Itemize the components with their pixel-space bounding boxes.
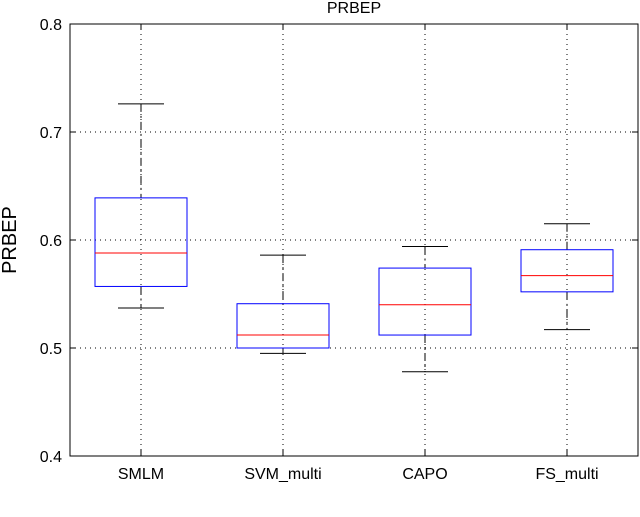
y-axis-ticks: 0.4 0.5 0.6 0.7 0.8 — [40, 17, 638, 466]
x-tick-label: SVM_multi — [244, 466, 321, 483]
grid-lines — [70, 24, 638, 456]
interquartile-box — [520, 249, 614, 293]
box-series — [94, 103, 614, 373]
y-tick-label: 0.4 — [40, 449, 62, 466]
interquartile-box — [94, 197, 188, 287]
x-axis-ticks: SMLM SVM_multi CAPO FS_multi — [118, 24, 599, 483]
box-capo — [378, 245, 472, 373]
y-tick-label: 0.8 — [40, 17, 62, 34]
interquartile-box — [378, 267, 472, 336]
box-svm-multi — [236, 254, 330, 354]
x-tick-label: CAPO — [402, 466, 447, 483]
x-tick-label: SMLM — [118, 466, 164, 483]
chart-title: PRBEP — [327, 0, 381, 17]
interquartile-box — [236, 303, 330, 349]
x-tick-label: FS_multi — [535, 466, 598, 483]
y-tick-label: 0.5 — [40, 341, 62, 358]
y-axis-label: PRBEP — [0, 206, 21, 274]
box-fs-multi — [520, 223, 614, 331]
box-smlm — [94, 103, 188, 309]
y-tick-label: 0.7 — [40, 125, 62, 142]
y-tick-label: 0.6 — [40, 233, 62, 250]
